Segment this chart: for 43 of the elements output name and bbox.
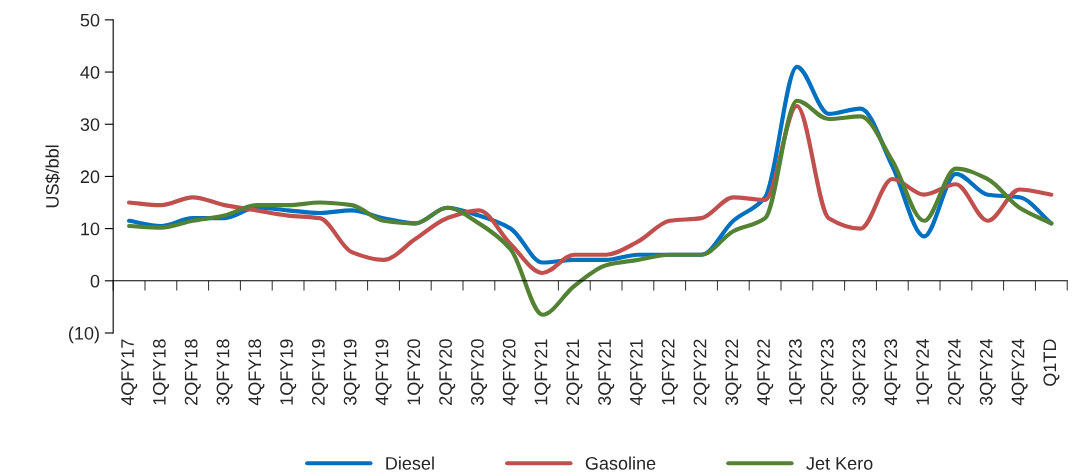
x-tick-label: 1QFY19 — [280, 339, 297, 405]
x-tick-label: 1QFY24 — [916, 339, 933, 405]
y-tick-label: 0 — [90, 274, 100, 288]
x-tick-label: 3QFY22 — [725, 339, 742, 406]
x-tick-label: 2QFY19 — [311, 339, 328, 405]
x-tick-label: 4QFY24 — [1011, 339, 1028, 406]
x-tick-label: 1QFY20 — [407, 339, 424, 405]
x-tick-label: 4QFY18 — [248, 339, 265, 406]
x-tick-label: 4QFY19 — [375, 339, 392, 406]
x-tick-label: Q1TD — [1043, 339, 1060, 386]
x-tick-label: 1QFY21 — [534, 339, 551, 405]
x-tick-label: 1QFY22 — [661, 339, 678, 405]
x-tick-label: 3QFY18 — [216, 339, 233, 406]
x-tick-label: 1QFY18 — [152, 339, 169, 405]
x-tick-label: 3QFY21 — [598, 339, 615, 406]
x-tick-label: 2QFY22 — [693, 339, 710, 405]
y-tick-label: 40 — [80, 65, 100, 79]
y-tick-label: 20 — [80, 170, 100, 184]
line-series — [127, 103, 1054, 276]
line-series — [127, 98, 1054, 317]
x-tick-label: 4QFY21 — [629, 339, 646, 406]
x-tick-label: 2QFY23 — [820, 339, 837, 405]
x-tick-label: 4QFY23 — [884, 339, 901, 406]
x-tick-label: 2QFY24 — [947, 339, 964, 405]
x-tick-label: 2QFY18 — [184, 339, 201, 405]
x-tick-label: 2QFY21 — [566, 339, 583, 405]
legend-label: Diesel — [386, 456, 434, 470]
x-tick-label: 3QFY24 — [979, 339, 996, 406]
y-tick-label: 10 — [81, 222, 100, 236]
x-tick-label: 1QFY23 — [788, 339, 805, 405]
x-tick-label: 4QFY17 — [121, 339, 138, 406]
x-tick-label: 3QFY19 — [343, 339, 360, 406]
y-tick-label: 30 — [80, 118, 100, 131]
y-tick-label: 50 — [80, 13, 100, 27]
legend-label: Jet Kero — [806, 457, 873, 470]
x-tick-label: 2QFY20 — [439, 339, 456, 405]
y-axis-title: US$/bbl — [45, 145, 60, 208]
x-tick-label: 3QFY20 — [470, 339, 487, 406]
x-tick-label: 4QFY22 — [757, 339, 774, 406]
legend-label: Gasoline — [585, 456, 656, 470]
x-tick-label: 3QFY23 — [852, 339, 869, 406]
x-tick-label: 4QFY20 — [502, 339, 519, 406]
y-tick-label: (10) — [69, 326, 99, 344]
